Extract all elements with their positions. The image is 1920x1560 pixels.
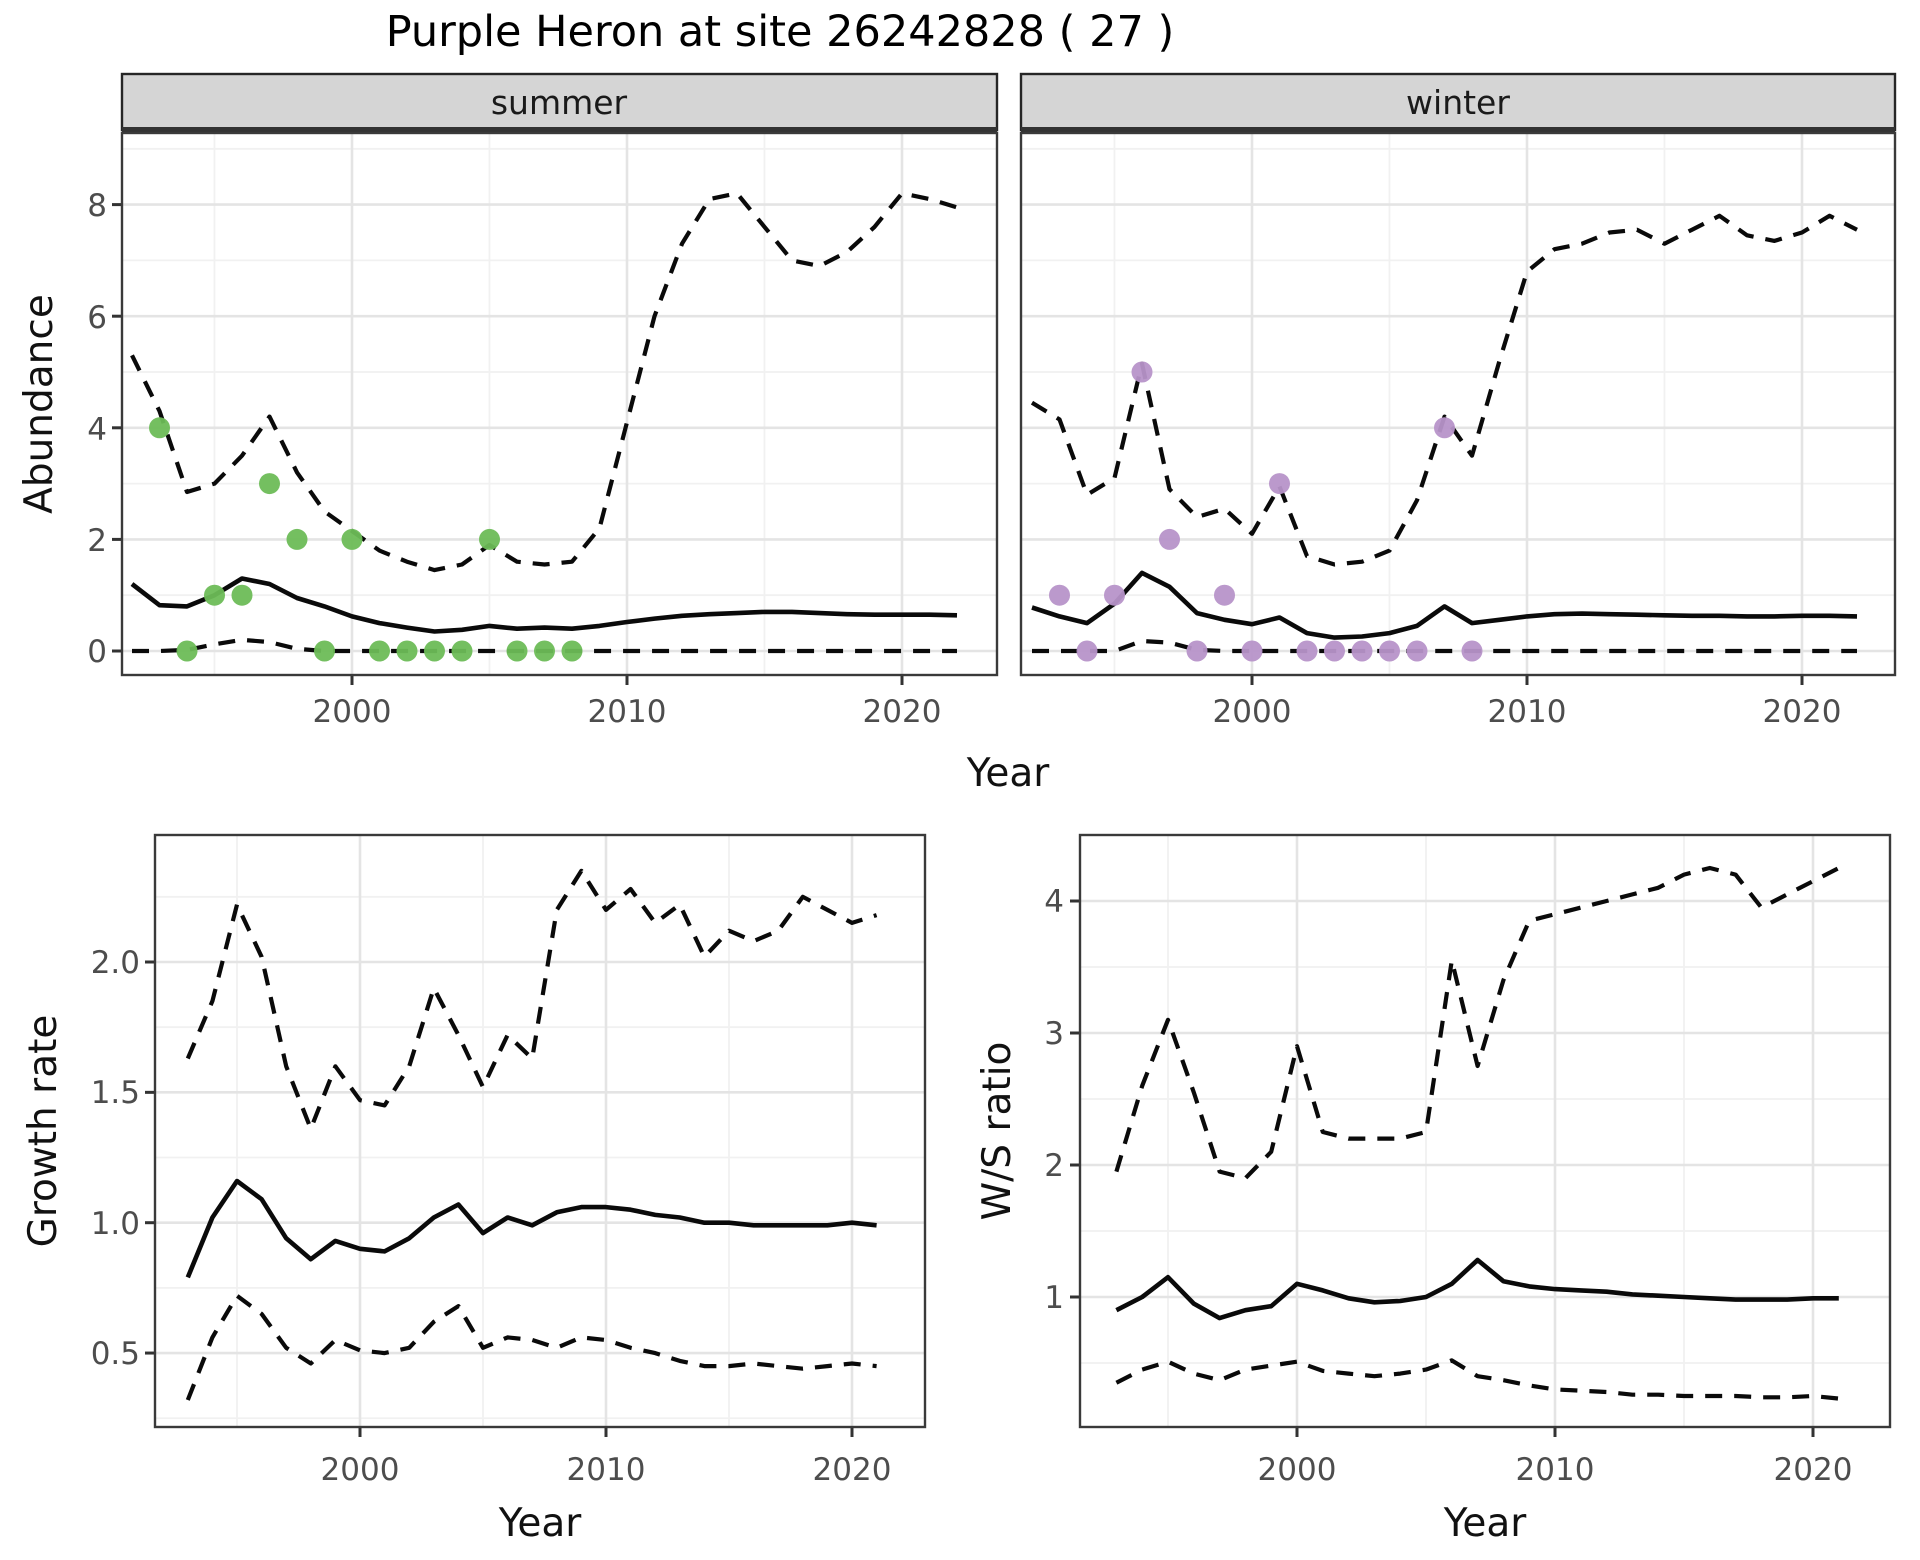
observed-count-point (286, 528, 308, 550)
ci-upper-line (1030, 213, 1858, 567)
x-tick-labels-growth: 2000 2010 2020 (321, 1452, 892, 1488)
facet-strip-summer-label: summer (491, 83, 628, 122)
tick-label: 2020 (813, 1452, 892, 1488)
tick-label: 3 (1044, 1016, 1064, 1052)
observed-count-point (451, 640, 473, 662)
tick-label: 2020 (1763, 694, 1842, 730)
observed-count-point (204, 584, 225, 606)
observed-count-point (1296, 640, 1318, 662)
y-tick-labels-ws: 1 2 3 4 (1044, 884, 1064, 1316)
tick-label: 2010 (567, 1452, 646, 1488)
observed-count-point (479, 528, 500, 550)
y-tick-labels-growth: 0.5 1.0 1.5 2.0 (91, 945, 140, 1372)
tick-label: 0 (87, 634, 107, 670)
figure-title: Purple Heron at site 26242828 ( 27 ) (386, 7, 1175, 57)
panel-summer-abundance (112, 133, 997, 685)
panel-border-summer (120, 131, 999, 677)
tick-label: 4 (87, 412, 107, 448)
tick-label: 2000 (321, 1452, 400, 1488)
observed-count-point (259, 473, 280, 495)
tick-label: 0.5 (91, 1336, 140, 1372)
tick-label: 8 (87, 188, 107, 224)
observed-count-point (561, 640, 583, 662)
tick-label: 2000 (1213, 694, 1292, 730)
observed-count-point (369, 640, 390, 662)
tick-label: 2020 (1774, 1452, 1853, 1488)
x-axis-title-year-ws: Year (1443, 1501, 1528, 1546)
panel-border-winter (1019, 131, 1897, 677)
tick-label: 2.0 (91, 945, 140, 981)
panel-border-growth (153, 833, 927, 1429)
tick-label: 1.5 (91, 1075, 140, 1111)
x-axis-title-year-growth: Year (498, 1501, 583, 1546)
median-line (185, 1178, 877, 1279)
y-axis-title-growth-rate: Growth rate (21, 1015, 66, 1248)
tick-label: 2010 (588, 694, 667, 730)
observed-count-point (1076, 640, 1098, 662)
observed-count-point (1159, 528, 1180, 550)
facet-strip-summer: summer (120, 72, 999, 132)
facet-strip-winter-label: winter (1406, 83, 1510, 122)
tick-label: 2000 (313, 694, 392, 730)
ci-lower-line (1032, 638, 1857, 654)
x-tick-labels-ws: 2000 2010 2020 (1258, 1452, 1853, 1488)
observed-count-point (314, 640, 335, 662)
tick-label: 2000 (1258, 1452, 1337, 1488)
observed-count-point (1379, 640, 1400, 662)
ci-lower-line (1115, 1358, 1840, 1401)
tick-label: 4 (1044, 884, 1064, 920)
observed-count-point (1351, 640, 1373, 662)
tick-label: 2010 (1488, 694, 1567, 730)
observed-count-point (1406, 640, 1428, 662)
y-tick-labels-abundance: 0 2 4 6 8 (87, 188, 107, 670)
tick-label: 2 (87, 523, 107, 559)
tick-label: 1 (1044, 1280, 1064, 1316)
median-line (1031, 570, 1858, 640)
y-axis-title-abundance: Abundance (17, 294, 62, 514)
tick-label: 2 (1044, 1148, 1064, 1184)
tick-label: 2010 (1516, 1452, 1595, 1488)
observed-count-point (1104, 584, 1125, 606)
panel-border-ws (1078, 833, 1892, 1429)
panel-ws-ratio (1070, 835, 1890, 1437)
observed-count-point (1241, 640, 1263, 662)
observed-count-point (1461, 640, 1483, 662)
observed-count-point (506, 640, 528, 662)
observed-count-point (176, 640, 198, 662)
observed-count-point (1324, 640, 1345, 662)
ci-upper-line (1114, 865, 1840, 1181)
observed-count-point (1131, 361, 1153, 383)
panel-winter-abundance (1021, 133, 1895, 685)
observed-count-point (341, 528, 363, 550)
observed-count-point (149, 417, 170, 439)
observed-count-point (534, 640, 555, 662)
ci-upper-line (130, 191, 958, 573)
tick-label: 1.0 (91, 1206, 140, 1242)
observed-count-point (396, 640, 418, 662)
ci-lower-line (185, 1293, 877, 1401)
observed-count-point (1049, 584, 1070, 606)
panel-growth-rate (145, 835, 925, 1437)
x-tick-labels-summer: 2000 2010 2020 (313, 694, 942, 730)
tick-label: 2020 (863, 694, 942, 730)
x-tick-labels-winter: 2000 2010 2020 (1213, 694, 1842, 730)
observed-count-point (1269, 473, 1290, 495)
facet-strip-winter: winter (1019, 72, 1897, 132)
observed-count-point (231, 584, 253, 606)
observed-count-point (1214, 584, 1235, 606)
observed-count-point (424, 640, 445, 662)
observed-count-point (1186, 640, 1208, 662)
ci-upper-line (185, 868, 878, 1131)
observed-count-point (1434, 417, 1455, 439)
median-line (1115, 1257, 1839, 1321)
x-axis-title-year-top: Year (966, 751, 1051, 796)
tick-label: 6 (87, 300, 107, 336)
median-line (130, 576, 958, 634)
y-axis-title-ws-ratio: W/S ratio (975, 1042, 1020, 1221)
